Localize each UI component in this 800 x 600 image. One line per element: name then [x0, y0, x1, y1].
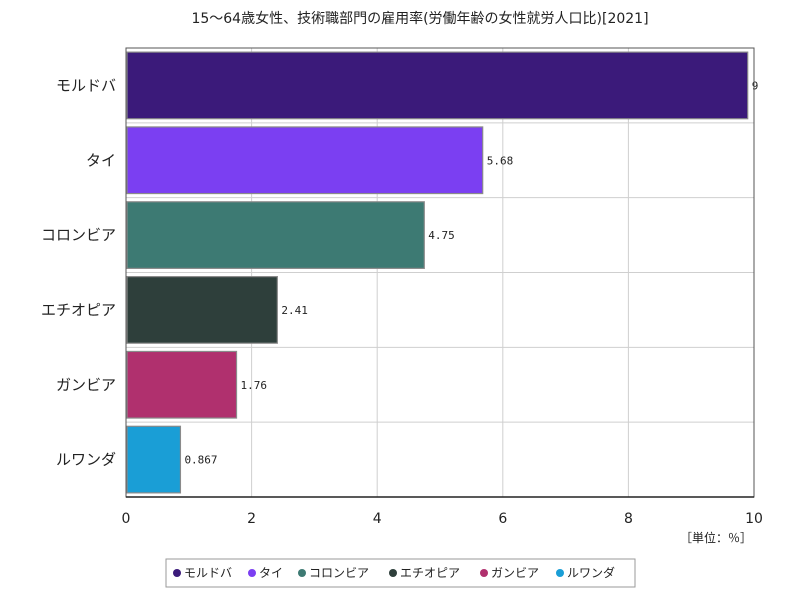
value-label: 4.75 — [428, 229, 455, 242]
bar — [126, 276, 278, 344]
legend-marker — [480, 569, 488, 577]
bar — [126, 201, 425, 269]
x-tick-label: 4 — [373, 511, 382, 527]
x-tick-label: 0 — [122, 511, 131, 527]
legend-item-label: ガンビア — [491, 566, 539, 580]
category-label: タイ — [86, 151, 116, 169]
value-label: 9 — [752, 79, 759, 92]
bar — [126, 350, 238, 419]
legend-marker — [556, 569, 564, 577]
x-tick-label: 6 — [498, 511, 507, 527]
category-label: モルドバ — [56, 76, 116, 94]
legend-marker — [389, 569, 397, 577]
x-tick-label: 10 — [745, 511, 763, 527]
unit-label: ［単位：％］ — [680, 530, 752, 545]
value-label: 0.867 — [184, 454, 217, 467]
legend-item-label: ルワンダ — [567, 565, 615, 580]
legend-item-label: タイ — [259, 566, 283, 580]
category-label: エチオピア — [41, 301, 116, 319]
category-label: ルワンダ — [56, 451, 116, 469]
legend-item-label: モルドバ — [184, 566, 232, 580]
category-label: ガンビア — [56, 376, 116, 394]
value-label: 1.76 — [241, 379, 268, 392]
legend-marker — [298, 569, 306, 577]
chart-title: 15〜64歳女性、技術職部門の雇用率(労働年齢の女性就労人口比)[2021] — [191, 10, 648, 27]
x-tick-label: 2 — [247, 511, 256, 527]
bar — [126, 126, 484, 195]
legend: モルドバ タイ コロンビア エチオピア ガンビア ルワンダ — [165, 558, 636, 588]
value-label: 5.68 — [487, 154, 513, 167]
x-tick-label: 8 — [624, 511, 633, 527]
legend-marker — [248, 569, 256, 577]
category-label: コロンビア — [41, 226, 116, 244]
plot-area: モルドバ 9 タイ 5.68 コロンビア 4.75 エチオピア 2.41 ガンビア 1.76 ルワン… — [41, 47, 763, 527]
bar — [126, 51, 749, 120]
legend-item-label: コロンビア — [309, 566, 369, 580]
legend-item-label: エチオピア — [400, 566, 460, 580]
value-label: 2.41 — [281, 304, 308, 317]
bar — [126, 425, 182, 494]
legend-marker — [173, 569, 181, 577]
